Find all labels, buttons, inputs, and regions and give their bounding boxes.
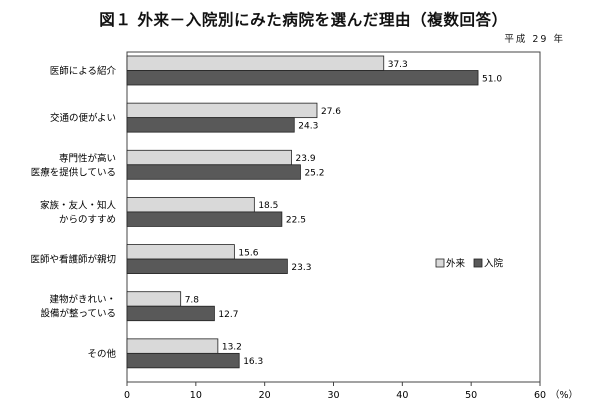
category-label-5-line1: 建物がきれい・ bbox=[49, 294, 116, 306]
data-label-inpatient-6: 16.3 bbox=[243, 357, 263, 367]
category-label-2-line2: 医療を提供している bbox=[31, 166, 116, 178]
data-label-outpatient-6: 13.2 bbox=[222, 343, 242, 353]
data-label-inpatient-3: 22.5 bbox=[286, 216, 306, 226]
bar-outpatient-3 bbox=[126, 197, 255, 213]
bar-outpatient-1 bbox=[126, 102, 318, 119]
bar-outpatient-6 bbox=[126, 338, 219, 354]
bar-outpatient-5 bbox=[126, 291, 182, 307]
data-label-outpatient-2: 23.9 bbox=[296, 154, 316, 164]
legend-label-inpatient: 入院 bbox=[484, 258, 504, 270]
data-label-outpatient-1: 27.6 bbox=[321, 107, 341, 117]
data-label-inpatient-1: 24.3 bbox=[298, 121, 318, 131]
category-label-4: 医師や看護師が親切 bbox=[30, 254, 116, 266]
bar-outpatient-2 bbox=[126, 149, 292, 166]
data-label-outpatient-0: 37.3 bbox=[388, 60, 408, 70]
data-label-outpatient-4: 15.6 bbox=[238, 248, 258, 258]
x-tick-label-20: 20 bbox=[259, 390, 271, 401]
period-label: 平成 29 年 bbox=[504, 34, 565, 45]
category-label-6: その他 bbox=[87, 348, 116, 360]
x-unit-label: （%） bbox=[550, 389, 578, 401]
category-label-3-line1: 家族・友人・知人 bbox=[40, 199, 117, 211]
x-tick-label-30: 30 bbox=[327, 390, 339, 401]
x-tick-label-40: 40 bbox=[396, 390, 408, 401]
bar-inpatient-0 bbox=[126, 70, 479, 86]
x-tick-label-50: 50 bbox=[465, 390, 477, 401]
bar-inpatient-6 bbox=[126, 352, 240, 369]
bar-outpatient-0 bbox=[126, 55, 385, 71]
category-label-1: 交通の便がよい bbox=[50, 112, 116, 124]
legend-swatch-inpatient bbox=[473, 258, 483, 268]
data-label-inpatient-5: 12.7 bbox=[218, 310, 238, 320]
x-tick-label-10: 10 bbox=[190, 390, 202, 401]
category-label-2-line1: 専門性が高い bbox=[59, 152, 116, 164]
bar-inpatient-1 bbox=[126, 117, 295, 133]
chart-title: 図１ 外来－入院別にみた病院を選んだ理由（複数回答） bbox=[99, 11, 508, 29]
data-label-outpatient-5: 7.8 bbox=[185, 295, 200, 305]
data-label-inpatient-4: 23.3 bbox=[291, 263, 311, 273]
legend-swatch-outpatient bbox=[435, 258, 445, 268]
bar-inpatient-2 bbox=[126, 164, 301, 180]
bar-inpatient-3 bbox=[126, 211, 283, 227]
x-tick-label-60: 60 bbox=[534, 390, 546, 401]
category-label-3-line2: からのすすめ bbox=[59, 214, 116, 225]
category-label-0: 医師による紹介 bbox=[50, 65, 117, 77]
category-label-5-line2: 設備が整っている bbox=[40, 308, 116, 320]
data-label-outpatient-3: 18.5 bbox=[258, 201, 278, 211]
data-label-inpatient-2: 25.2 bbox=[304, 169, 324, 179]
data-label-inpatient-0: 51.0 bbox=[482, 74, 502, 84]
bar-outpatient-4 bbox=[126, 244, 235, 260]
bar-inpatient-5 bbox=[126, 305, 215, 322]
legend-label-outpatient: 外来 bbox=[446, 258, 466, 270]
x-tick-label-0: 0 bbox=[124, 390, 130, 401]
bar-inpatient-4 bbox=[126, 258, 288, 274]
